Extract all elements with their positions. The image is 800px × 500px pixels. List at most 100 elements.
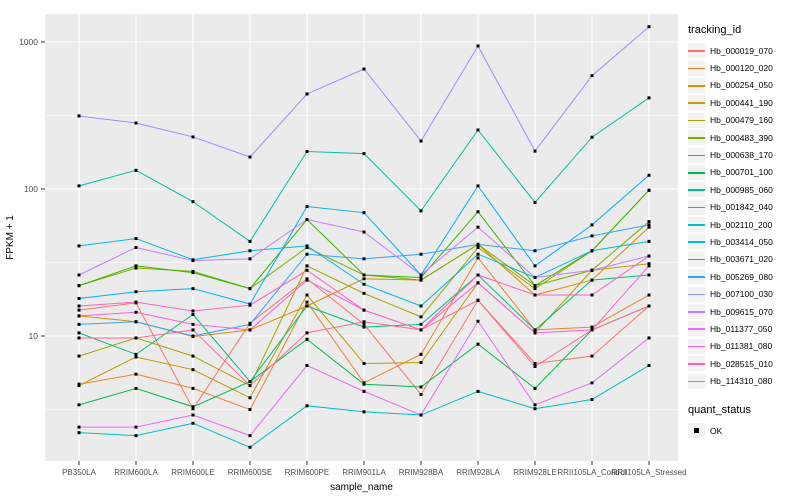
- data-point: [191, 313, 195, 317]
- data-point: [476, 389, 480, 393]
- x-tick-label: RRII105LA_Stressed: [611, 468, 686, 477]
- data-point: [590, 234, 594, 238]
- data-point: [419, 278, 423, 282]
- legend-item-label: Hb_001842_040: [710, 202, 773, 213]
- legend-item-label: Hb_028515_010: [710, 358, 773, 369]
- data-point: [248, 287, 252, 291]
- legend-key-swatch: [688, 182, 705, 198]
- data-point: [533, 149, 537, 153]
- data-point: [191, 386, 195, 390]
- data-point: [590, 325, 594, 329]
- data-point: [476, 245, 480, 249]
- legend-item-label: Hb_000638_170: [710, 150, 773, 161]
- data-point: [362, 362, 366, 366]
- legend-key-line-icon: [688, 328, 705, 331]
- data-point: [77, 384, 81, 388]
- data-point: [191, 413, 195, 417]
- data-point: [362, 211, 366, 215]
- data-point: [191, 135, 195, 139]
- data-point: [590, 397, 594, 401]
- legend-key-swatch: [688, 251, 705, 267]
- data-point: [77, 284, 81, 288]
- data-point: [647, 25, 651, 29]
- data-point: [476, 319, 480, 323]
- data-point: [476, 342, 480, 346]
- legend-item-Hb_000120_020: Hb_000120_020: [688, 59, 800, 76]
- data-point: [533, 293, 537, 297]
- data-point: [305, 337, 309, 341]
- data-point: [77, 336, 81, 340]
- data-point: [476, 298, 480, 302]
- legend-item-label: Hb_000254_050: [710, 80, 773, 91]
- data-point: [362, 320, 366, 324]
- data-point: [191, 421, 195, 425]
- legend-key-line-icon: [688, 258, 705, 261]
- legend-item-Hb_028515_010: Hb_028515_010: [688, 355, 800, 372]
- data-point: [362, 389, 366, 393]
- data-point: [590, 268, 594, 272]
- legend-key-swatch: [688, 338, 705, 354]
- data-point: [134, 121, 138, 125]
- data-point: [647, 254, 651, 258]
- legend-key-swatch: [688, 286, 705, 302]
- legend-key-line-icon: [688, 67, 705, 70]
- data-point: [419, 273, 423, 277]
- data-point: [191, 287, 195, 291]
- legend-key-line-icon: [688, 311, 705, 313]
- data-point: [476, 273, 480, 277]
- legend-key-line-icon: [688, 171, 705, 174]
- legend-key-line-icon: [688, 293, 705, 296]
- data-point: [77, 273, 81, 277]
- data-point: [248, 249, 252, 253]
- data-point: [476, 128, 480, 132]
- x-tick-label: PB350LA: [62, 468, 96, 477]
- data-point: [77, 308, 81, 312]
- data-point: [647, 220, 651, 224]
- legend-item-label: Hb_000483_390: [710, 132, 773, 143]
- data-point: [134, 310, 138, 314]
- data-point: [191, 271, 195, 275]
- data-point: [191, 405, 195, 409]
- data-point: [305, 252, 309, 256]
- x-tick-label: RRII105LA_Control: [557, 468, 627, 477]
- data-point: [248, 257, 252, 261]
- legend-key-line-icon: [688, 224, 705, 226]
- data-point: [77, 296, 81, 300]
- legend-item-quant-ok: OK: [688, 422, 800, 439]
- data-point: [77, 322, 81, 326]
- data-point: [191, 322, 195, 326]
- legend-quant-status-block: quant_status OK: [688, 404, 800, 439]
- data-point: [77, 244, 81, 248]
- legend-key-swatch: [688, 304, 705, 320]
- legend-item-Hb_000254_050: Hb_000254_050: [688, 77, 800, 94]
- legend-item-Hb_000638_170: Hb_000638_170: [688, 146, 800, 163]
- legend-item-Hb_000483_390: Hb_000483_390: [688, 129, 800, 146]
- legend-key-swatch: [688, 77, 705, 93]
- data-point: [419, 413, 423, 417]
- data-point: [476, 44, 480, 48]
- data-point: [305, 293, 309, 297]
- data-point: [305, 245, 309, 249]
- data-point: [362, 273, 366, 277]
- legend-item-Hb_000019_070: Hb_000019_070: [688, 42, 800, 59]
- data-point: [647, 264, 651, 268]
- data-point: [362, 230, 366, 234]
- data-point: [134, 352, 138, 356]
- legend-key-line-icon: [688, 206, 705, 209]
- x-tick-label: RRIM928LE: [513, 468, 557, 477]
- data-point: [590, 293, 594, 297]
- x-tick-label: RRIM600SE: [228, 468, 272, 477]
- data-point: [419, 139, 423, 143]
- data-point: [419, 252, 423, 256]
- legend-item-label: Hb_000479_160: [710, 115, 773, 126]
- data-point: [362, 282, 366, 286]
- data-point: [590, 135, 594, 139]
- data-point: [476, 281, 480, 285]
- x-tick-label: RRIM928BA: [399, 468, 444, 477]
- legend-key-line-icon: [688, 154, 705, 157]
- data-point: [533, 386, 537, 390]
- data-point: [362, 67, 366, 71]
- legend-key-line-icon: [688, 84, 705, 87]
- data-point: [647, 173, 651, 177]
- data-point: [77, 403, 81, 407]
